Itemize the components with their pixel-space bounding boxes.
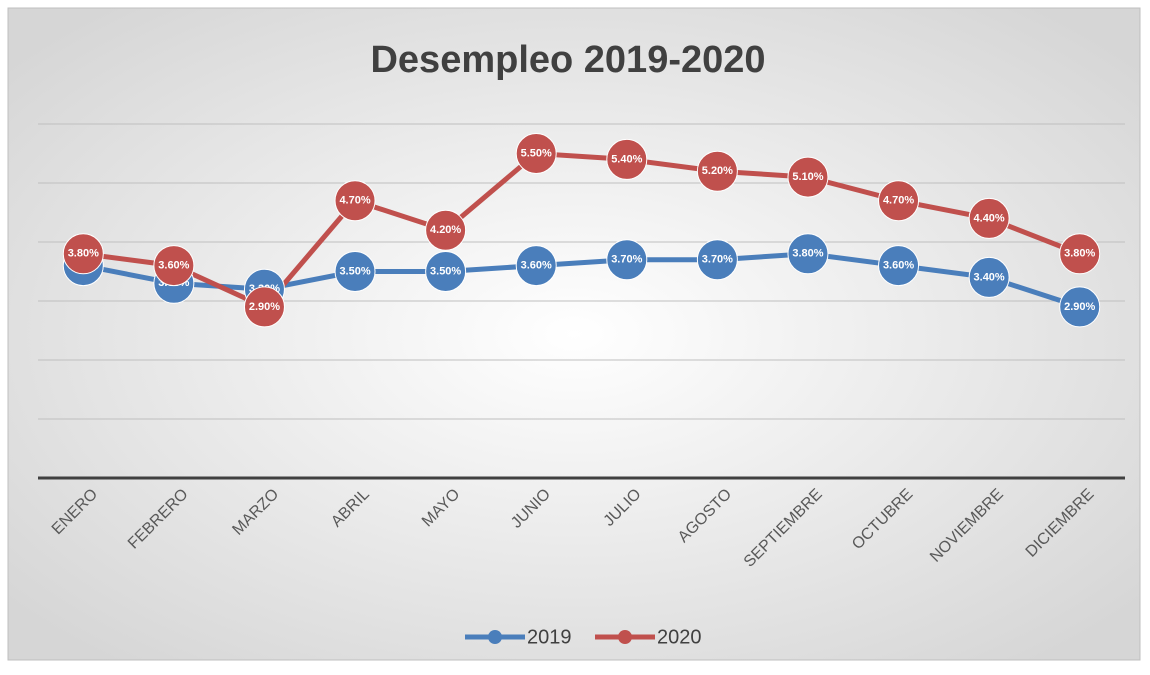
data-label: 3.60% [521,260,552,272]
grid [38,123,1125,480]
data-label: 3.80% [1064,248,1095,260]
point-marker [425,251,467,292]
data-label: 3.60% [158,260,189,272]
point-marker [787,233,829,275]
chart-title: Desempleo 2019-2020 [370,39,765,81]
point-marker [968,256,1010,298]
point-marker [334,251,376,292]
point-marker [606,239,648,281]
point-marker [62,233,104,275]
data-label: 3.50% [430,265,461,277]
lines: 3.60%3.30%3.20%3.50%3.50%3.60%3.70%3.70%… [62,133,1101,328]
point-marker [1059,233,1101,275]
point-marker [968,197,1010,239]
legend: 2019 2020 [465,626,702,648]
point-marker [696,239,738,281]
data-label: 5.10% [792,171,823,183]
data-label: 3.70% [702,254,733,266]
point-marker [515,245,557,287]
point-marker [515,133,557,174]
legend-label: 2020 [657,626,702,648]
data-label: 4.70% [339,195,370,207]
data-label: 4.40% [974,212,1005,224]
data-label: 5.20% [702,165,733,177]
point-marker [787,156,829,198]
data-label: 3.70% [611,254,642,266]
point-marker [606,138,648,180]
point-marker [878,180,920,222]
point-marker [153,245,195,287]
data-label: 3.80% [68,248,99,260]
data-label: 3.50% [339,265,370,277]
data-label: 2.90% [1064,301,1095,313]
data-label: 4.70% [883,195,914,207]
data-label: 4.20% [430,224,461,236]
data-label: 3.40% [974,271,1005,283]
legend-marker [618,630,632,644]
legend-label: 2019 [527,626,572,648]
legend-marker [488,630,502,644]
point-marker [334,180,376,222]
point-marker [1059,286,1101,328]
point-marker [696,150,738,192]
data-label: 5.40% [611,153,642,165]
chart-frame [7,7,1141,661]
point-marker [878,245,920,287]
data-label: 3.60% [883,260,914,272]
point-marker [243,286,285,328]
data-label: 3.80% [792,248,823,260]
point-marker [425,209,467,251]
data-label: 5.50% [521,147,552,159]
data-label: 2.90% [249,301,280,313]
